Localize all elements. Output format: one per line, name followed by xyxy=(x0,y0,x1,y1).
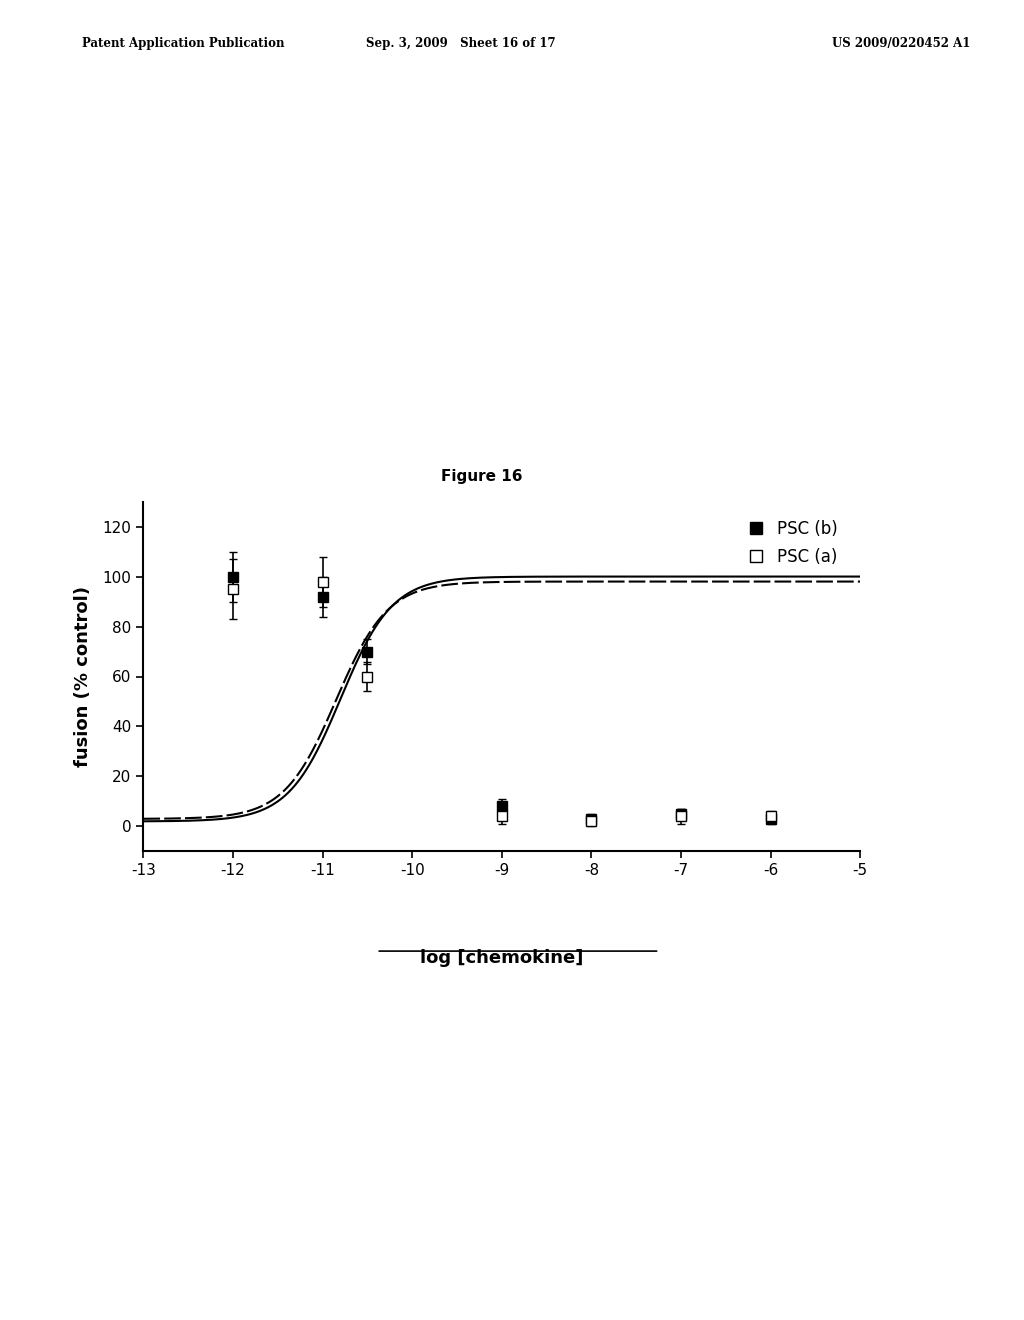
Text: US 2009/0220452 A1: US 2009/0220452 A1 xyxy=(831,37,971,50)
Y-axis label: fusion (% control): fusion (% control) xyxy=(74,586,91,767)
Text: Sep. 3, 2009   Sheet 16 of 17: Sep. 3, 2009 Sheet 16 of 17 xyxy=(366,37,556,50)
Text: Patent Application Publication: Patent Application Publication xyxy=(82,37,285,50)
Text: Figure 16: Figure 16 xyxy=(440,469,522,483)
Text: log [chemokine]: log [chemokine] xyxy=(420,949,584,968)
Legend: PSC (b), PSC (a): PSC (b), PSC (a) xyxy=(740,513,845,573)
